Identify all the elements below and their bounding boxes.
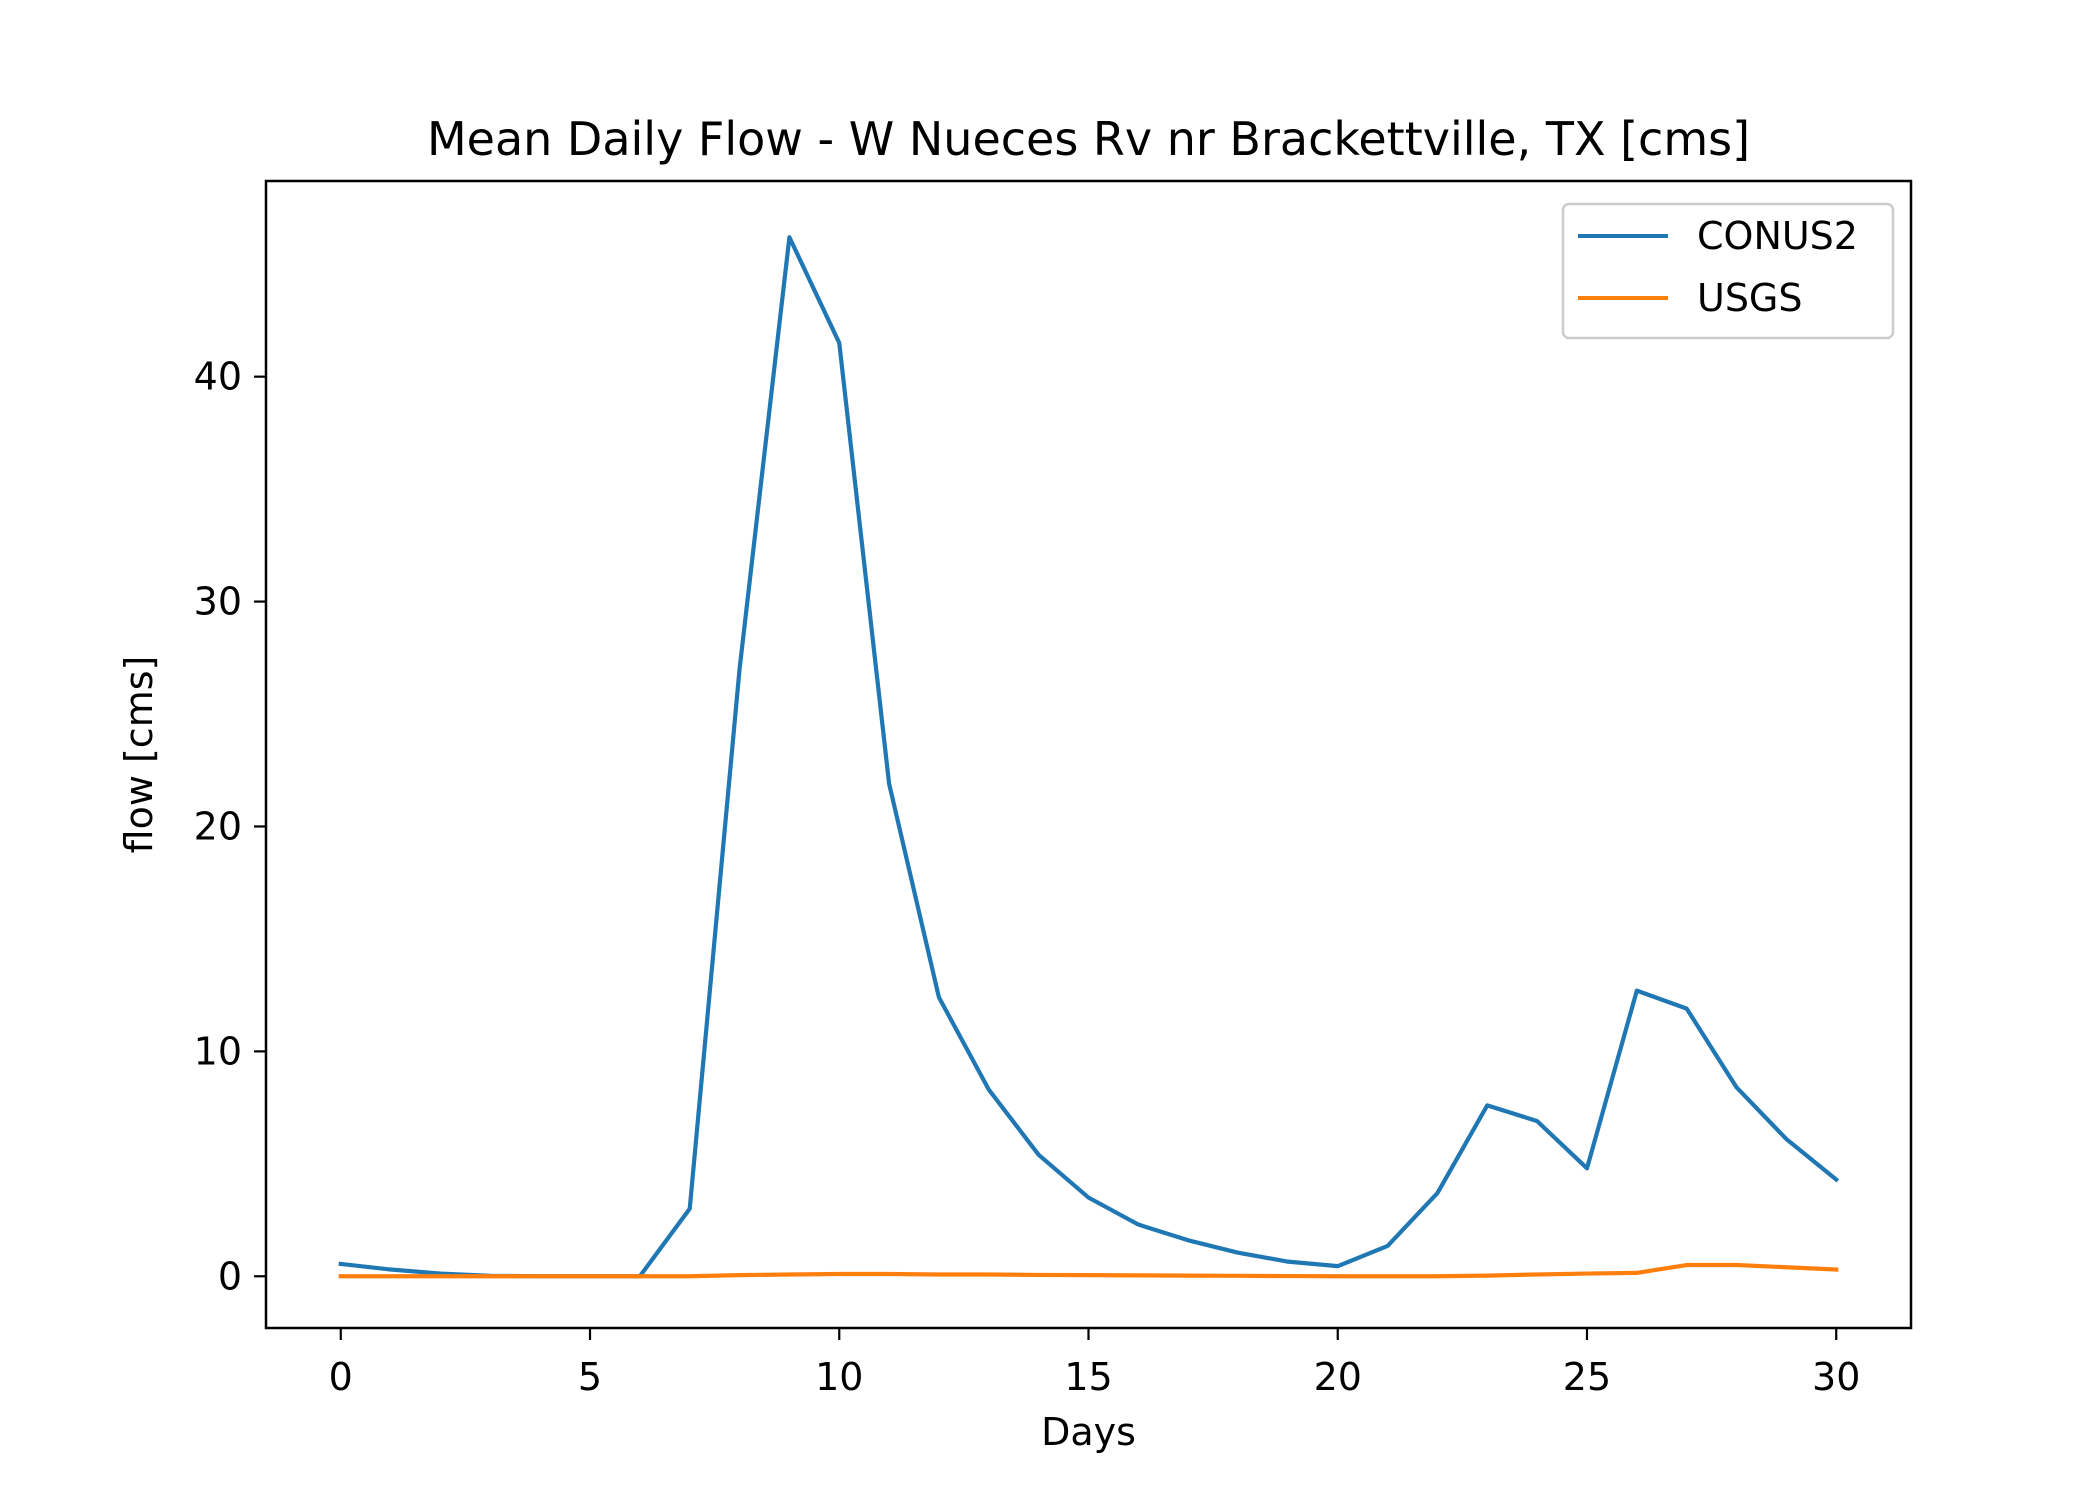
x-tick-label: 0 [329,1355,353,1399]
y-tick-label: 20 [194,804,242,848]
legend: CONUS2 USGS [1561,202,1895,340]
x-tick-label: 10 [815,1355,863,1399]
y-tick-label: 0 [218,1254,242,1298]
y-axis-label: flow [cms] [117,656,161,854]
x-tick-label: 30 [1812,1355,1860,1399]
x-tick-label: 15 [1064,1355,1112,1399]
plot-area-frame [264,179,1913,1330]
plot-layer [338,235,1840,1279]
series-line-usgs [338,1262,1839,1279]
x-tick-label: 25 [1563,1355,1611,1399]
x-axis-label: Days [1041,1410,1136,1454]
y-tick-label: 30 [194,580,242,624]
x-tick-label: 20 [1314,1355,1362,1399]
y-tick-label: 10 [194,1029,242,1073]
x-tick-label: 5 [578,1355,602,1399]
ticks-layer: 0 5 10 15 20 25 30 0 10 20 30 40 [194,355,1861,1399]
legend-label-conus2: CONUS2 [1697,214,1858,258]
legend-label-usgs: USGS [1697,276,1803,320]
y-tick-label: 40 [194,355,242,399]
chart-title: Mean Daily Flow - W Nueces Rv nr Bracket… [427,112,1750,166]
